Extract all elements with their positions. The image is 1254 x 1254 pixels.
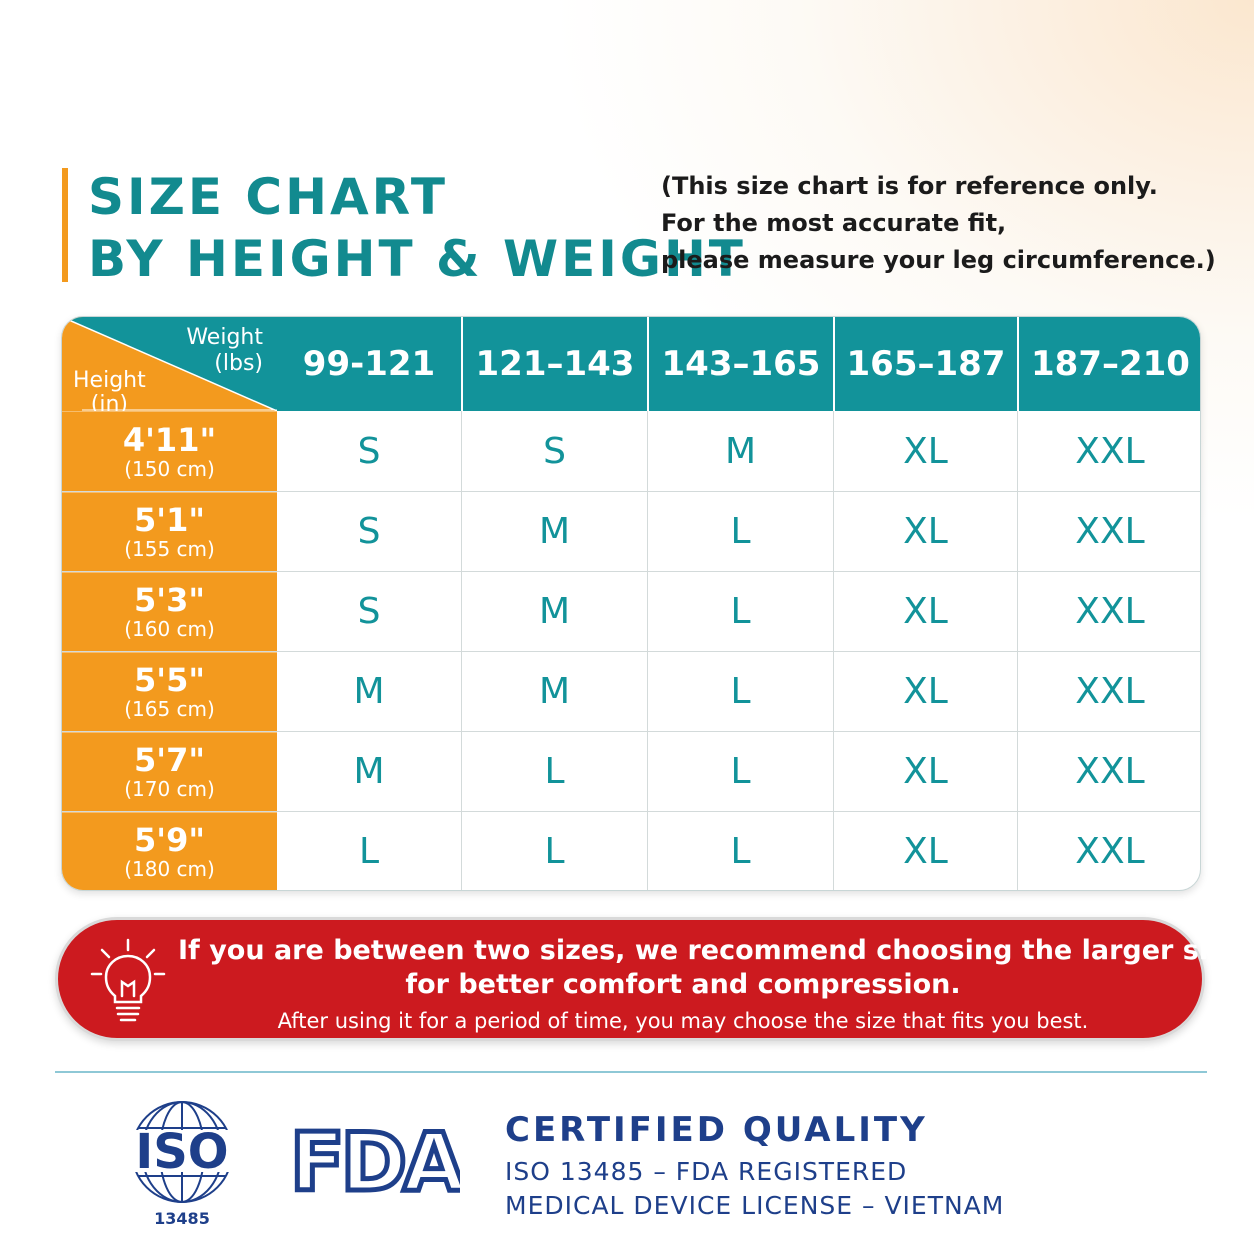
table-row: 5'9" (180 cm) L L L XL XXL bbox=[62, 811, 1200, 890]
certified-title: CERTIFIED QUALITY bbox=[505, 1110, 928, 1150]
size-cell: XL bbox=[833, 572, 1017, 651]
size-chart-table: Weight (lbs) Height (in) 99-121 121–143 14… bbox=[61, 316, 1201, 891]
size-cell: M bbox=[461, 492, 647, 571]
height-cm: (165 cm) bbox=[124, 697, 215, 721]
tip-message: If you are between two sizes, we recomme… bbox=[178, 934, 1243, 1002]
note-line-1: (This size chart is for reference only. bbox=[661, 172, 1158, 200]
tip-subtext: After using it for a period of time, you… bbox=[277, 1009, 1089, 1033]
size-cell: XL bbox=[833, 411, 1017, 491]
height-axis-label: Height (in) bbox=[73, 368, 146, 412]
size-cell: S bbox=[357, 511, 381, 552]
height-row-header: 4'11" (150 cm) bbox=[62, 411, 277, 491]
height-row-header: 5'9" (180 cm) bbox=[62, 812, 277, 890]
size-cell: XXL bbox=[1017, 812, 1200, 890]
height-cm: (160 cm) bbox=[124, 617, 215, 641]
page-title: SIZE CHART BY HEIGHT & WEIGHT bbox=[88, 166, 746, 290]
size-cell: XXL bbox=[1017, 492, 1200, 571]
table-corner-header: Weight (lbs) Height (in) bbox=[62, 317, 277, 411]
height-feet: 5'1" bbox=[134, 501, 205, 539]
tip-line-2: for better comfort and compression. bbox=[405, 969, 961, 1000]
height-cm: (155 cm) bbox=[124, 537, 215, 561]
size-cell: M bbox=[647, 411, 833, 491]
sizing-tip-banner: If you are between two sizes, we recomme… bbox=[55, 917, 1243, 1041]
height-feet: 5'3" bbox=[134, 581, 205, 619]
size-cell: S bbox=[461, 411, 647, 491]
weight-axis-label: Weight (lbs) bbox=[186, 325, 263, 376]
size-cell: S bbox=[357, 591, 381, 632]
certified-line-1: ISO 13485 – FDA REGISTERED bbox=[505, 1157, 908, 1186]
height-feet: 5'5" bbox=[134, 661, 205, 699]
size-cell: XL bbox=[833, 652, 1017, 731]
height-feet: 5'9" bbox=[134, 821, 205, 859]
size-cell: XXL bbox=[1017, 411, 1200, 491]
title-line-1: SIZE CHART bbox=[88, 168, 449, 226]
note-line-2: For the most accurate fit, bbox=[661, 209, 1007, 237]
height-row-header: 5'5" (165 cm) bbox=[62, 652, 277, 731]
height-row-header: 5'7" (170 cm) bbox=[62, 732, 277, 811]
weight-column-header: 121–143 bbox=[461, 317, 647, 411]
svg-text:13485: 13485 bbox=[154, 1209, 210, 1228]
title-line-2: BY HEIGHT & WEIGHT bbox=[88, 230, 746, 288]
table-row: 5'3" (160 cm) S M L XL XXL bbox=[62, 571, 1200, 651]
note-line-3: please measure your leg circumference.) bbox=[661, 246, 1216, 274]
table-row: 4'11" (150 cm) S S M XL XXL bbox=[62, 411, 1200, 491]
size-cell: M bbox=[353, 751, 385, 792]
size-cell: XXL bbox=[1017, 652, 1200, 731]
height-row-header: 5'1" (155 cm) bbox=[62, 492, 277, 571]
weight-column-header: 187–210 bbox=[1017, 317, 1200, 411]
size-rows: 4'11" (150 cm) S S M XL XXL 5'1" (155 cm) S M L XL XX… bbox=[62, 411, 1200, 890]
size-cell: L bbox=[461, 732, 647, 811]
weight-column-header: 143–165 bbox=[647, 317, 833, 411]
tip-line-1: If you are between two sizes, we recomme… bbox=[178, 935, 1243, 966]
iso-logo: ISO 13485 bbox=[118, 1101, 246, 1228]
height-cm: (150 cm) bbox=[124, 456, 215, 481]
size-cell: L bbox=[647, 812, 833, 890]
size-cell: L bbox=[461, 812, 647, 890]
reference-note: (This size chart is for reference only. … bbox=[661, 168, 1216, 279]
fda-logo: FDA bbox=[290, 1124, 460, 1196]
height-feet: 4'11" bbox=[122, 420, 217, 459]
weight-column-header: 99-121 bbox=[302, 344, 436, 384]
size-cell: XXL bbox=[1017, 732, 1200, 811]
table-row: 5'7" (170 cm) M L L XL XXL bbox=[62, 731, 1200, 811]
height-cm: (170 cm) bbox=[124, 777, 215, 801]
size-cell: L bbox=[647, 492, 833, 571]
size-cell: S bbox=[357, 430, 381, 472]
size-cell: L bbox=[358, 831, 380, 872]
table-row: 5'1" (155 cm) S M L XL XXL bbox=[62, 491, 1200, 571]
svg-text:ISO: ISO bbox=[135, 1124, 228, 1180]
size-cell: M bbox=[461, 652, 647, 731]
corner-split bbox=[62, 317, 277, 411]
lightbulb-icon bbox=[90, 938, 166, 1022]
size-cell: M bbox=[461, 572, 647, 651]
footer-divider bbox=[55, 1071, 1207, 1073]
weight-column-header: 165–187 bbox=[833, 317, 1017, 411]
size-cell: XL bbox=[833, 732, 1017, 811]
weight-header-row: 99-121 121–143 143–165 165–187 187–210 bbox=[277, 317, 1200, 411]
height-row-header: 5'3" (160 cm) bbox=[62, 572, 277, 651]
height-feet: 5'7" bbox=[134, 741, 205, 779]
size-cell: L bbox=[647, 572, 833, 651]
title-accent-bar bbox=[62, 168, 68, 282]
table-row: 5'5" (165 cm) M M L XL XXL bbox=[62, 651, 1200, 731]
size-cell: L bbox=[647, 732, 833, 811]
size-cell: M bbox=[353, 671, 385, 712]
size-cell: XL bbox=[833, 812, 1017, 890]
height-cm: (180 cm) bbox=[124, 857, 215, 881]
size-cell: L bbox=[647, 652, 833, 731]
size-cell: XL bbox=[833, 492, 1017, 571]
svg-text:FDA: FDA bbox=[290, 1124, 460, 1196]
certified-line-2: MEDICAL DEVICE LICENSE – VIETNAM bbox=[505, 1191, 1005, 1220]
size-cell: XXL bbox=[1017, 572, 1200, 651]
